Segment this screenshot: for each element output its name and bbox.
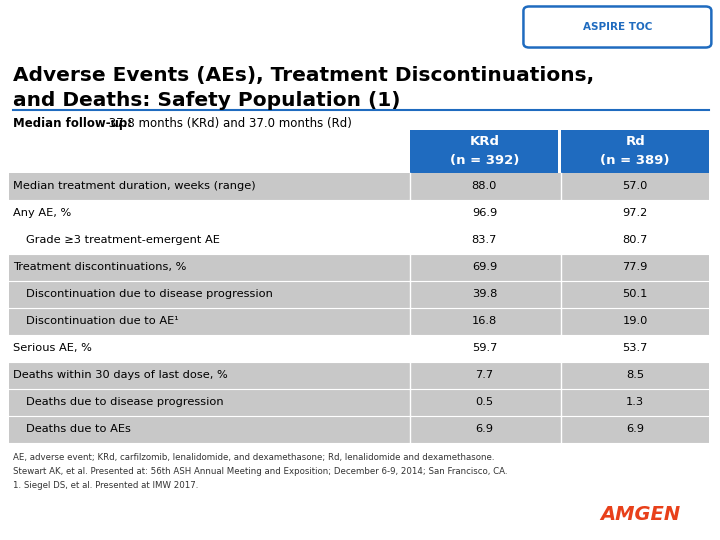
- Text: Deaths due to disease progression: Deaths due to disease progression: [26, 397, 223, 407]
- Text: Median follow-up:: Median follow-up:: [13, 117, 132, 130]
- Text: and Deaths: Safety Population (1): and Deaths: Safety Population (1): [13, 91, 400, 110]
- Text: 7.7: 7.7: [475, 370, 493, 380]
- Text: KRd: KRd: [469, 135, 500, 148]
- Text: 96.9: 96.9: [472, 208, 497, 218]
- Text: Discontinuation due to AE¹: Discontinuation due to AE¹: [26, 316, 179, 326]
- Text: (n = 392): (n = 392): [450, 154, 519, 167]
- Text: 57.0: 57.0: [623, 181, 648, 191]
- Text: 88.0: 88.0: [472, 181, 497, 191]
- Text: Stewart AK, et al. Presented at: 56th ASH Annual Meeting and Exposition; Decembe: Stewart AK, et al. Presented at: 56th AS…: [13, 467, 508, 476]
- Text: 19.0: 19.0: [623, 316, 648, 326]
- Text: 16.8: 16.8: [472, 316, 497, 326]
- Text: 69.9: 69.9: [472, 262, 497, 272]
- Text: 97.2: 97.2: [623, 208, 648, 218]
- Text: 1. Siegel DS, et al. Presented at IMW 2017.: 1. Siegel DS, et al. Presented at IMW 20…: [13, 481, 198, 490]
- Text: AE, adverse event; KRd, carfilzomib, lenalidomide, and dexamethasone; Rd, lenali: AE, adverse event; KRd, carfilzomib, len…: [13, 453, 495, 462]
- Text: Rd: Rd: [626, 135, 645, 148]
- Text: Treatment discontinuations, %: Treatment discontinuations, %: [13, 262, 186, 272]
- Text: Deaths due to AEs: Deaths due to AEs: [26, 424, 131, 434]
- Text: 1.3: 1.3: [626, 397, 644, 407]
- Text: AMGEN: AMGEN: [600, 504, 680, 524]
- Text: Deaths within 30 days of last dose, %: Deaths within 30 days of last dose, %: [13, 370, 228, 380]
- Text: 53.7: 53.7: [623, 343, 648, 353]
- Text: ASPIRE TOC: ASPIRE TOC: [582, 22, 652, 32]
- Text: 6.9: 6.9: [475, 424, 493, 434]
- Text: 37.8 months (KRd) and 37.0 months (Rd): 37.8 months (KRd) and 37.0 months (Rd): [105, 117, 352, 130]
- Text: Grade ≥3 treatment-emergent AE: Grade ≥3 treatment-emergent AE: [26, 235, 220, 245]
- Text: Discontinuation due to disease progression: Discontinuation due to disease progressi…: [26, 289, 273, 299]
- Text: (n = 389): (n = 389): [600, 154, 670, 167]
- Text: 77.9: 77.9: [623, 262, 648, 272]
- Text: 0.5: 0.5: [475, 397, 493, 407]
- Text: 83.7: 83.7: [472, 235, 497, 245]
- Text: 8.5: 8.5: [626, 370, 644, 380]
- Text: 6.9: 6.9: [626, 424, 644, 434]
- Text: Serious AE, %: Serious AE, %: [13, 343, 92, 353]
- Text: 39.8: 39.8: [472, 289, 497, 299]
- Text: Median treatment duration, weeks (range): Median treatment duration, weeks (range): [13, 181, 256, 191]
- Text: Any AE, %: Any AE, %: [13, 208, 71, 218]
- Text: 80.7: 80.7: [623, 235, 648, 245]
- Text: 59.7: 59.7: [472, 343, 497, 353]
- Text: 50.1: 50.1: [623, 289, 648, 299]
- Text: Adverse Events (AEs), Treatment Discontinuations,: Adverse Events (AEs), Treatment Disconti…: [13, 66, 594, 85]
